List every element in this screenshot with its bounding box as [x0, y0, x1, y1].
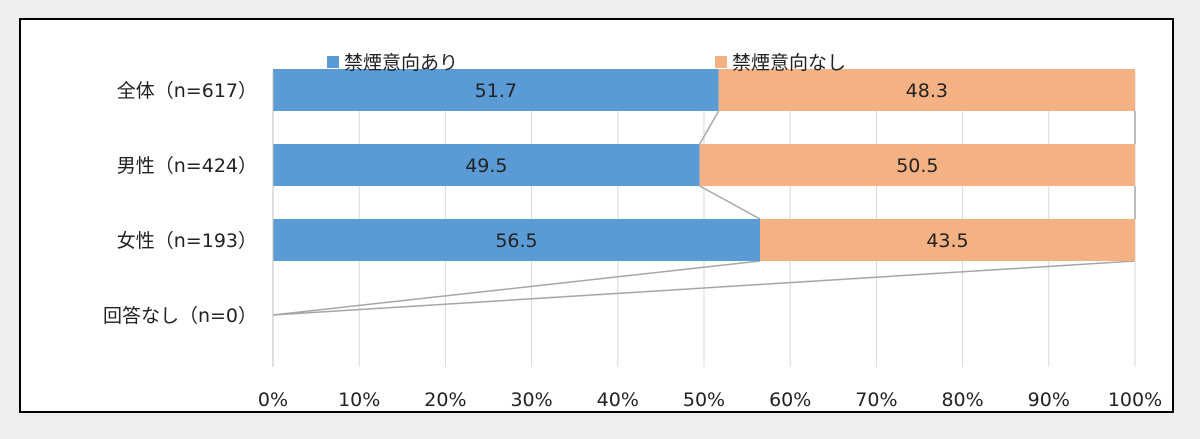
data-label: 50.5	[896, 155, 938, 177]
category-label: 女性（n=193）	[117, 230, 257, 252]
category-label: 全体（n=617）	[117, 80, 257, 102]
x-tick-label: 0%	[258, 389, 288, 411]
data-labels: 51.7 48.3 49.5 50.5 56.5 43.5	[465, 80, 968, 252]
x-tick-label: 20%	[424, 389, 466, 411]
x-tick-label: 50%	[683, 389, 725, 411]
x-tick-labels: 0% 10% 20% 30% 40% 50% 60% 70% 80% 90% 100%	[258, 389, 1162, 411]
bar-segment	[718, 69, 1135, 111]
bar-segment	[273, 69, 719, 111]
bar-segment	[760, 219, 1135, 261]
x-tick-label: 80%	[941, 389, 983, 411]
legend-label: 禁煙意向あり	[344, 52, 458, 74]
series-line	[272, 260, 761, 316]
bars	[273, 69, 1135, 261]
legend-label: 禁煙意向なし	[732, 52, 846, 74]
data-label: 43.5	[926, 230, 968, 252]
legend-swatch	[327, 56, 339, 68]
x-tick-label: 30%	[510, 389, 552, 411]
chart-frame: 51.7 48.3 49.5 50.5 56.5 43.5 全体（n=617） 男性（n=4…	[19, 18, 1174, 413]
series-line	[699, 185, 761, 220]
data-label: 48.3	[906, 80, 948, 102]
x-tick-label: 60%	[769, 389, 811, 411]
data-label: 51.7	[475, 80, 517, 102]
series-lines	[272, 110, 1136, 316]
x-tick-label: 40%	[597, 389, 639, 411]
data-label: 56.5	[495, 230, 537, 252]
x-tick-label: 100%	[1108, 389, 1162, 411]
x-tick-label: 10%	[338, 389, 380, 411]
bar-segment	[699, 144, 1135, 186]
category-labels: 全体（n=617） 男性（n=424） 女性（n=193） 回答なし（n=0）	[103, 80, 257, 327]
legend-swatch	[715, 56, 727, 68]
legend: 禁煙意向あり 禁煙意向なし	[327, 52, 846, 74]
x-tick-label: 70%	[855, 389, 897, 411]
x-tick-label: 90%	[1028, 389, 1070, 411]
bar-segment	[273, 144, 700, 186]
category-label: 男性（n=424）	[117, 155, 257, 177]
bar-segment	[273, 219, 761, 261]
stacked-bar-chart: 51.7 48.3 49.5 50.5 56.5 43.5 全体（n=617） 男性（n=4…	[103, 52, 1162, 411]
series-line	[272, 260, 1136, 316]
series-line	[699, 110, 720, 145]
category-label: 回答なし（n=0）	[103, 305, 257, 327]
data-label: 49.5	[465, 155, 507, 177]
